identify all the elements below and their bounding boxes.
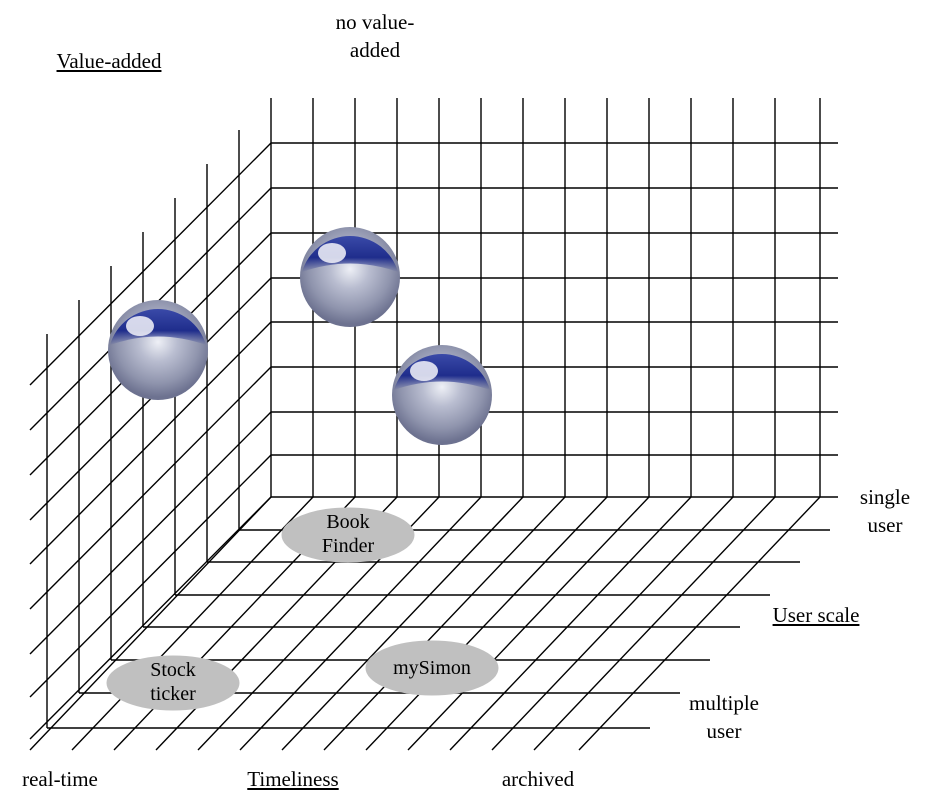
sphere-mysimon [392, 345, 492, 445]
value-added-axis-label: Value-added [56, 49, 162, 73]
user-scale-axis-label: User scale [772, 603, 860, 627]
single-user-line1: single [859, 485, 911, 509]
sphere-book-finder [300, 227, 400, 327]
archived-label: archived [501, 767, 575, 791]
multiple-user-line1: multiple [689, 691, 759, 715]
single-user-label: single user [845, 483, 925, 539]
book-finder-oval [281, 507, 415, 563]
book-finder-line1: Book [326, 511, 370, 533]
no-value-added-line1: no value- [335, 10, 415, 34]
book-finder-line2: Finder [321, 535, 375, 557]
multiple-user-label: multiple user [664, 689, 784, 745]
mysimon-label: mySimon [393, 657, 471, 679]
no-value-added-label: no value- added [300, 8, 450, 64]
mysimon-oval [365, 640, 499, 696]
stock-ticker-label: Stock ticker [123, 658, 223, 706]
stock-ticker-line1: Stock [150, 659, 196, 681]
stock-ticker-oval [106, 655, 240, 711]
timeliness-axis-label: Timeliness [247, 767, 339, 791]
no-value-added-line2: added [349, 38, 401, 62]
stock-ticker-line2: ticker [150, 683, 196, 705]
multiple-user-line2: user [706, 719, 742, 743]
single-user-line2: user [867, 513, 903, 537]
book-finder-label: Book Finder [298, 510, 398, 558]
grid-lines [29, 98, 838, 751]
real-time-label: real-time [22, 767, 98, 791]
sphere-stock-ticker [108, 300, 208, 400]
